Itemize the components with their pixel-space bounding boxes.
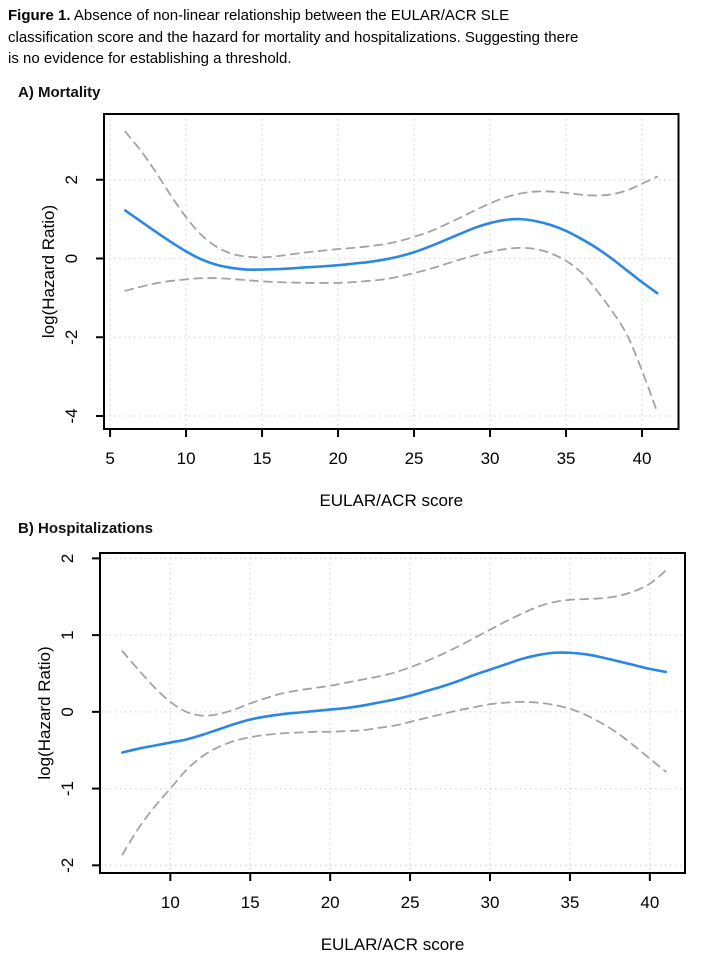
caption-line-2: classification score and the hazard for … bbox=[8, 28, 579, 46]
x-tick-label: 30 bbox=[481, 449, 500, 468]
plot-border bbox=[99, 552, 686, 874]
x-tick-label: 5 bbox=[105, 449, 114, 468]
x-tick-label: 15 bbox=[241, 893, 260, 912]
figure-label: Figure 1. bbox=[8, 7, 71, 24]
caption-line-3: is no evidence for establishing a thresh… bbox=[8, 50, 292, 67]
hospitalizations-chart: 10 15 20 25 30 35 40 -2 -1 0 1 2 EULAR/ACR score log(… bbox=[35, 552, 686, 954]
x-tick-label: 20 bbox=[329, 449, 348, 468]
panel-b-title: B) Hospitalizations bbox=[18, 520, 154, 537]
plot-border bbox=[103, 113, 680, 430]
x-tick-label: 40 bbox=[640, 893, 659, 912]
mortality-chart: 5 10 15 20 25 30 35 40 -4 -2 0 2 EULAR/ACR score log(… bbox=[39, 113, 680, 510]
figure-caption: Figure 1. Absence of non-linear relation… bbox=[8, 5, 714, 70]
y-tick-label: -2 bbox=[58, 858, 77, 873]
y-tick-label: -2 bbox=[62, 330, 81, 345]
x-tick-label: 10 bbox=[177, 449, 196, 468]
series-lower-95ci-line bbox=[121, 700, 667, 856]
y-tick-label: 2 bbox=[58, 554, 77, 563]
x-tick-label: 40 bbox=[633, 449, 652, 468]
series-estimate-line bbox=[123, 209, 659, 295]
series-lower-95ci-line bbox=[124, 246, 659, 413]
y-tick-label: 2 bbox=[62, 175, 81, 184]
x-tick-label: 20 bbox=[321, 893, 340, 912]
y-tick-label: 0 bbox=[58, 707, 77, 716]
y-tick-label: -4 bbox=[62, 408, 81, 423]
x-tick-label: 35 bbox=[557, 449, 576, 468]
x-tick-label: 10 bbox=[161, 893, 180, 912]
x-axis-title: EULAR/ACR score bbox=[319, 491, 463, 510]
panel-a-title: A) Mortality bbox=[18, 84, 101, 101]
y-axis-title: log(Hazard Ratio) bbox=[35, 646, 54, 779]
y-tick-label: 0 bbox=[62, 254, 81, 263]
x-tick-label: 15 bbox=[253, 449, 272, 468]
x-tick-label: 35 bbox=[560, 893, 579, 912]
x-tick-label: 30 bbox=[481, 893, 500, 912]
series-upper-95ci-line bbox=[121, 569, 667, 717]
series-estimate-line bbox=[121, 651, 668, 754]
x-tick-label: 25 bbox=[405, 449, 424, 468]
y-tick-label: -1 bbox=[58, 781, 77, 796]
y-axis-title: log(Hazard Ratio) bbox=[39, 205, 58, 338]
x-axis-title: EULAR/ACR score bbox=[321, 935, 465, 954]
caption-line-1: Absence of non-linear relationship betwe… bbox=[73, 7, 510, 24]
series-upper-95ci-line bbox=[124, 130, 659, 259]
x-tick-label: 25 bbox=[401, 893, 420, 912]
y-tick-label: 1 bbox=[58, 630, 77, 639]
